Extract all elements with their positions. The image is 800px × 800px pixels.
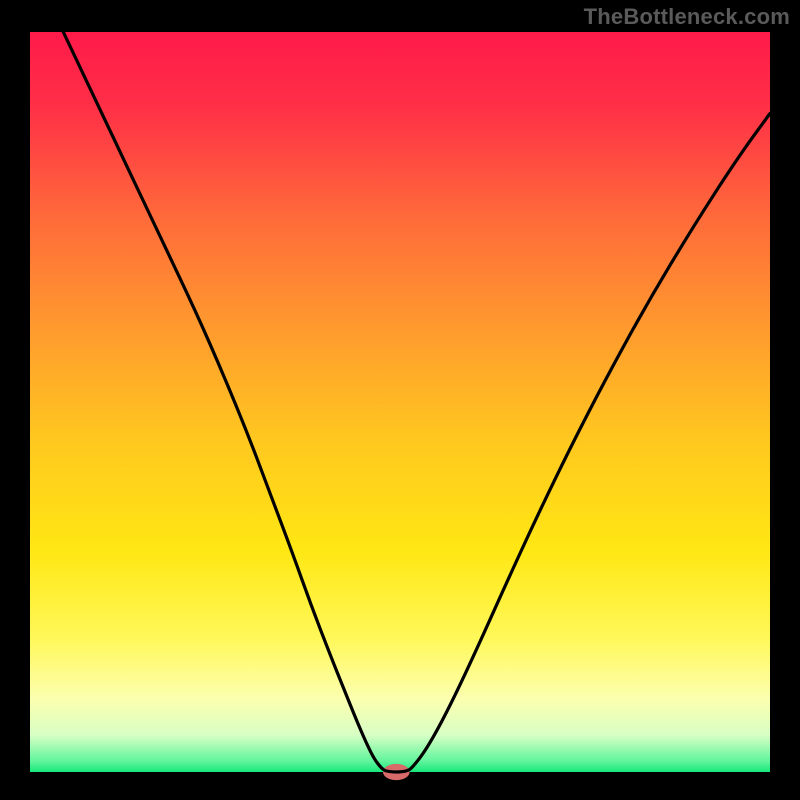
bottleneck-chart (0, 0, 800, 800)
chart-stage: TheBottleneck.com (0, 0, 800, 800)
watermark-text: TheBottleneck.com (584, 4, 790, 30)
plot-area (30, 32, 770, 772)
